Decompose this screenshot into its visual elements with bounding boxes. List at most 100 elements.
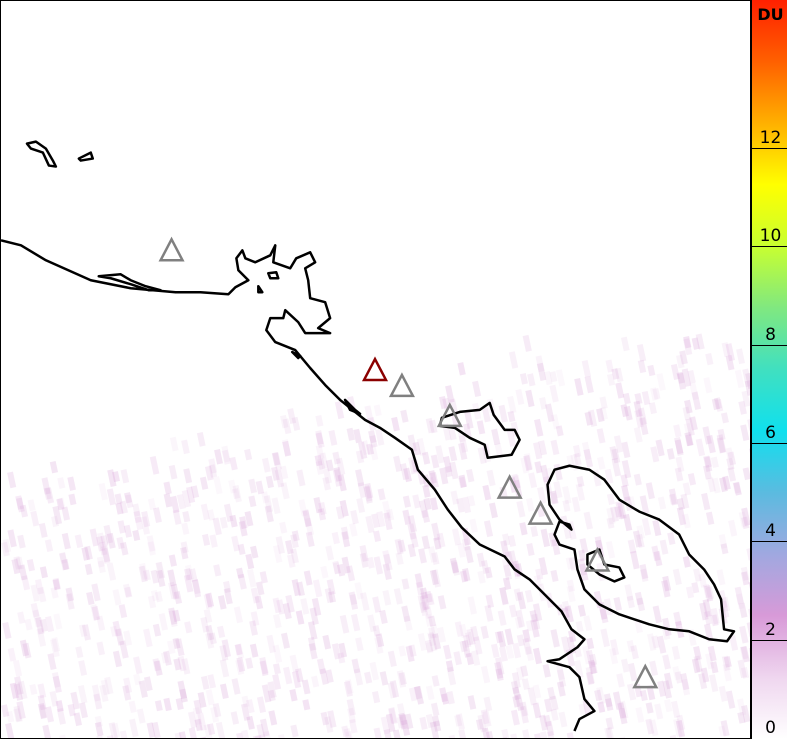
so2-pixel [239, 516, 248, 530]
so2-pixel [682, 513, 691, 529]
so2-pixel [265, 475, 275, 489]
so2-pixel [736, 348, 746, 365]
so2-pixel [400, 409, 409, 423]
so2-pixel [249, 643, 259, 658]
so2-pixel [335, 505, 345, 520]
so2-pixel [510, 709, 520, 726]
so2-pixel [481, 407, 491, 423]
so2-pixel [583, 448, 594, 468]
so2-pixel [746, 547, 750, 561]
so2-pixel [183, 468, 193, 484]
so2-pixel [689, 416, 698, 431]
so2-pixel [386, 508, 395, 521]
so2-pixel [423, 497, 432, 511]
so2-pixel [202, 533, 211, 546]
so2-pixel [19, 639, 30, 657]
so2-pixel [729, 635, 739, 651]
so2-pixel [238, 520, 248, 537]
so2-pixel [168, 607, 178, 625]
so2-pixel [331, 643, 341, 660]
so2-pixel [382, 590, 392, 606]
so2-pixel [70, 691, 80, 710]
so2-pixel [716, 569, 726, 586]
so2-pixel [295, 610, 305, 625]
so2-pixel [461, 640, 472, 658]
so2-pixel [620, 403, 629, 418]
so2-pixel [498, 404, 508, 423]
so2-pixel [421, 535, 431, 550]
so2-pixel [280, 482, 290, 500]
so2-pixel [19, 504, 29, 518]
so2-pixel [354, 582, 364, 600]
so2-pixel [125, 494, 134, 509]
so2-pixel [450, 490, 460, 505]
so2-pixel [392, 729, 402, 738]
so2-pixel [722, 475, 731, 490]
so2-pixel [623, 513, 633, 532]
so2-pixel [106, 488, 117, 506]
so2-pixel [337, 652, 346, 664]
so2-pixel [173, 591, 183, 605]
so2-pixel [664, 699, 673, 713]
so2-pixel [566, 454, 575, 467]
so2-pixel [555, 369, 566, 387]
so2-pixel [549, 384, 559, 403]
colorbar-tick-label: 10 [759, 226, 782, 247]
so2-pixel [710, 661, 719, 674]
so2-pixel [523, 455, 533, 471]
so2-pixel [511, 671, 521, 689]
so2-pixel [477, 570, 486, 584]
so2-pixel [271, 466, 280, 481]
so2-pixel [313, 496, 323, 514]
so2-pixel [685, 418, 695, 436]
so2-pixel [186, 486, 196, 504]
so2-pixel [259, 656, 269, 675]
so2-pixel [535, 355, 545, 373]
so2-pixel [614, 367, 624, 383]
so2-pixel [636, 343, 647, 362]
so2-pixel [740, 571, 750, 586]
so2-pixel [57, 477, 66, 489]
so2-pixel [613, 597, 622, 611]
so2-pixel [740, 566, 750, 581]
so2-pixel [337, 474, 347, 492]
so2-pixel [484, 604, 494, 622]
so2-pixel [486, 469, 496, 487]
so2-pixel [267, 681, 277, 699]
so2-pixel [181, 658, 191, 675]
so2-pixel [212, 702, 222, 718]
so2-pixel [401, 719, 411, 737]
so2-pixel [219, 644, 229, 662]
so2-pixel [7, 529, 17, 548]
so2-pixel [539, 714, 549, 731]
so2-pixel [539, 396, 548, 410]
so2-pixel [132, 503, 141, 517]
so2-pixel [7, 471, 17, 489]
so2-pixel [237, 573, 247, 590]
so2-pixel [244, 448, 253, 461]
so2-pixel [581, 441, 592, 461]
so2-pixel [348, 718, 358, 734]
so2-pixel [261, 491, 270, 504]
so2-pixel [458, 434, 469, 453]
so2-pixel [289, 689, 298, 702]
so2-pixel [652, 519, 662, 537]
so2-pixel [542, 664, 552, 678]
so2-pixel [52, 577, 61, 590]
so2-pixel [614, 506, 623, 518]
so2-pixel [39, 618, 49, 633]
so2-pixel [57, 497, 66, 509]
so2-pixel [639, 417, 649, 436]
so2-pixel [84, 563, 93, 576]
so2-pixel [531, 613, 541, 630]
so2-pixel [74, 534, 84, 549]
so2-pixel [236, 567, 245, 579]
so2-pixel [589, 653, 598, 666]
so2-pixel [596, 686, 606, 705]
so2-pixel [361, 440, 370, 456]
so2-pixel [179, 688, 188, 703]
so2-pixel [56, 708, 66, 725]
so2-pixel [301, 679, 311, 695]
so2-pixel [738, 602, 748, 619]
so2-pixel [308, 642, 318, 660]
